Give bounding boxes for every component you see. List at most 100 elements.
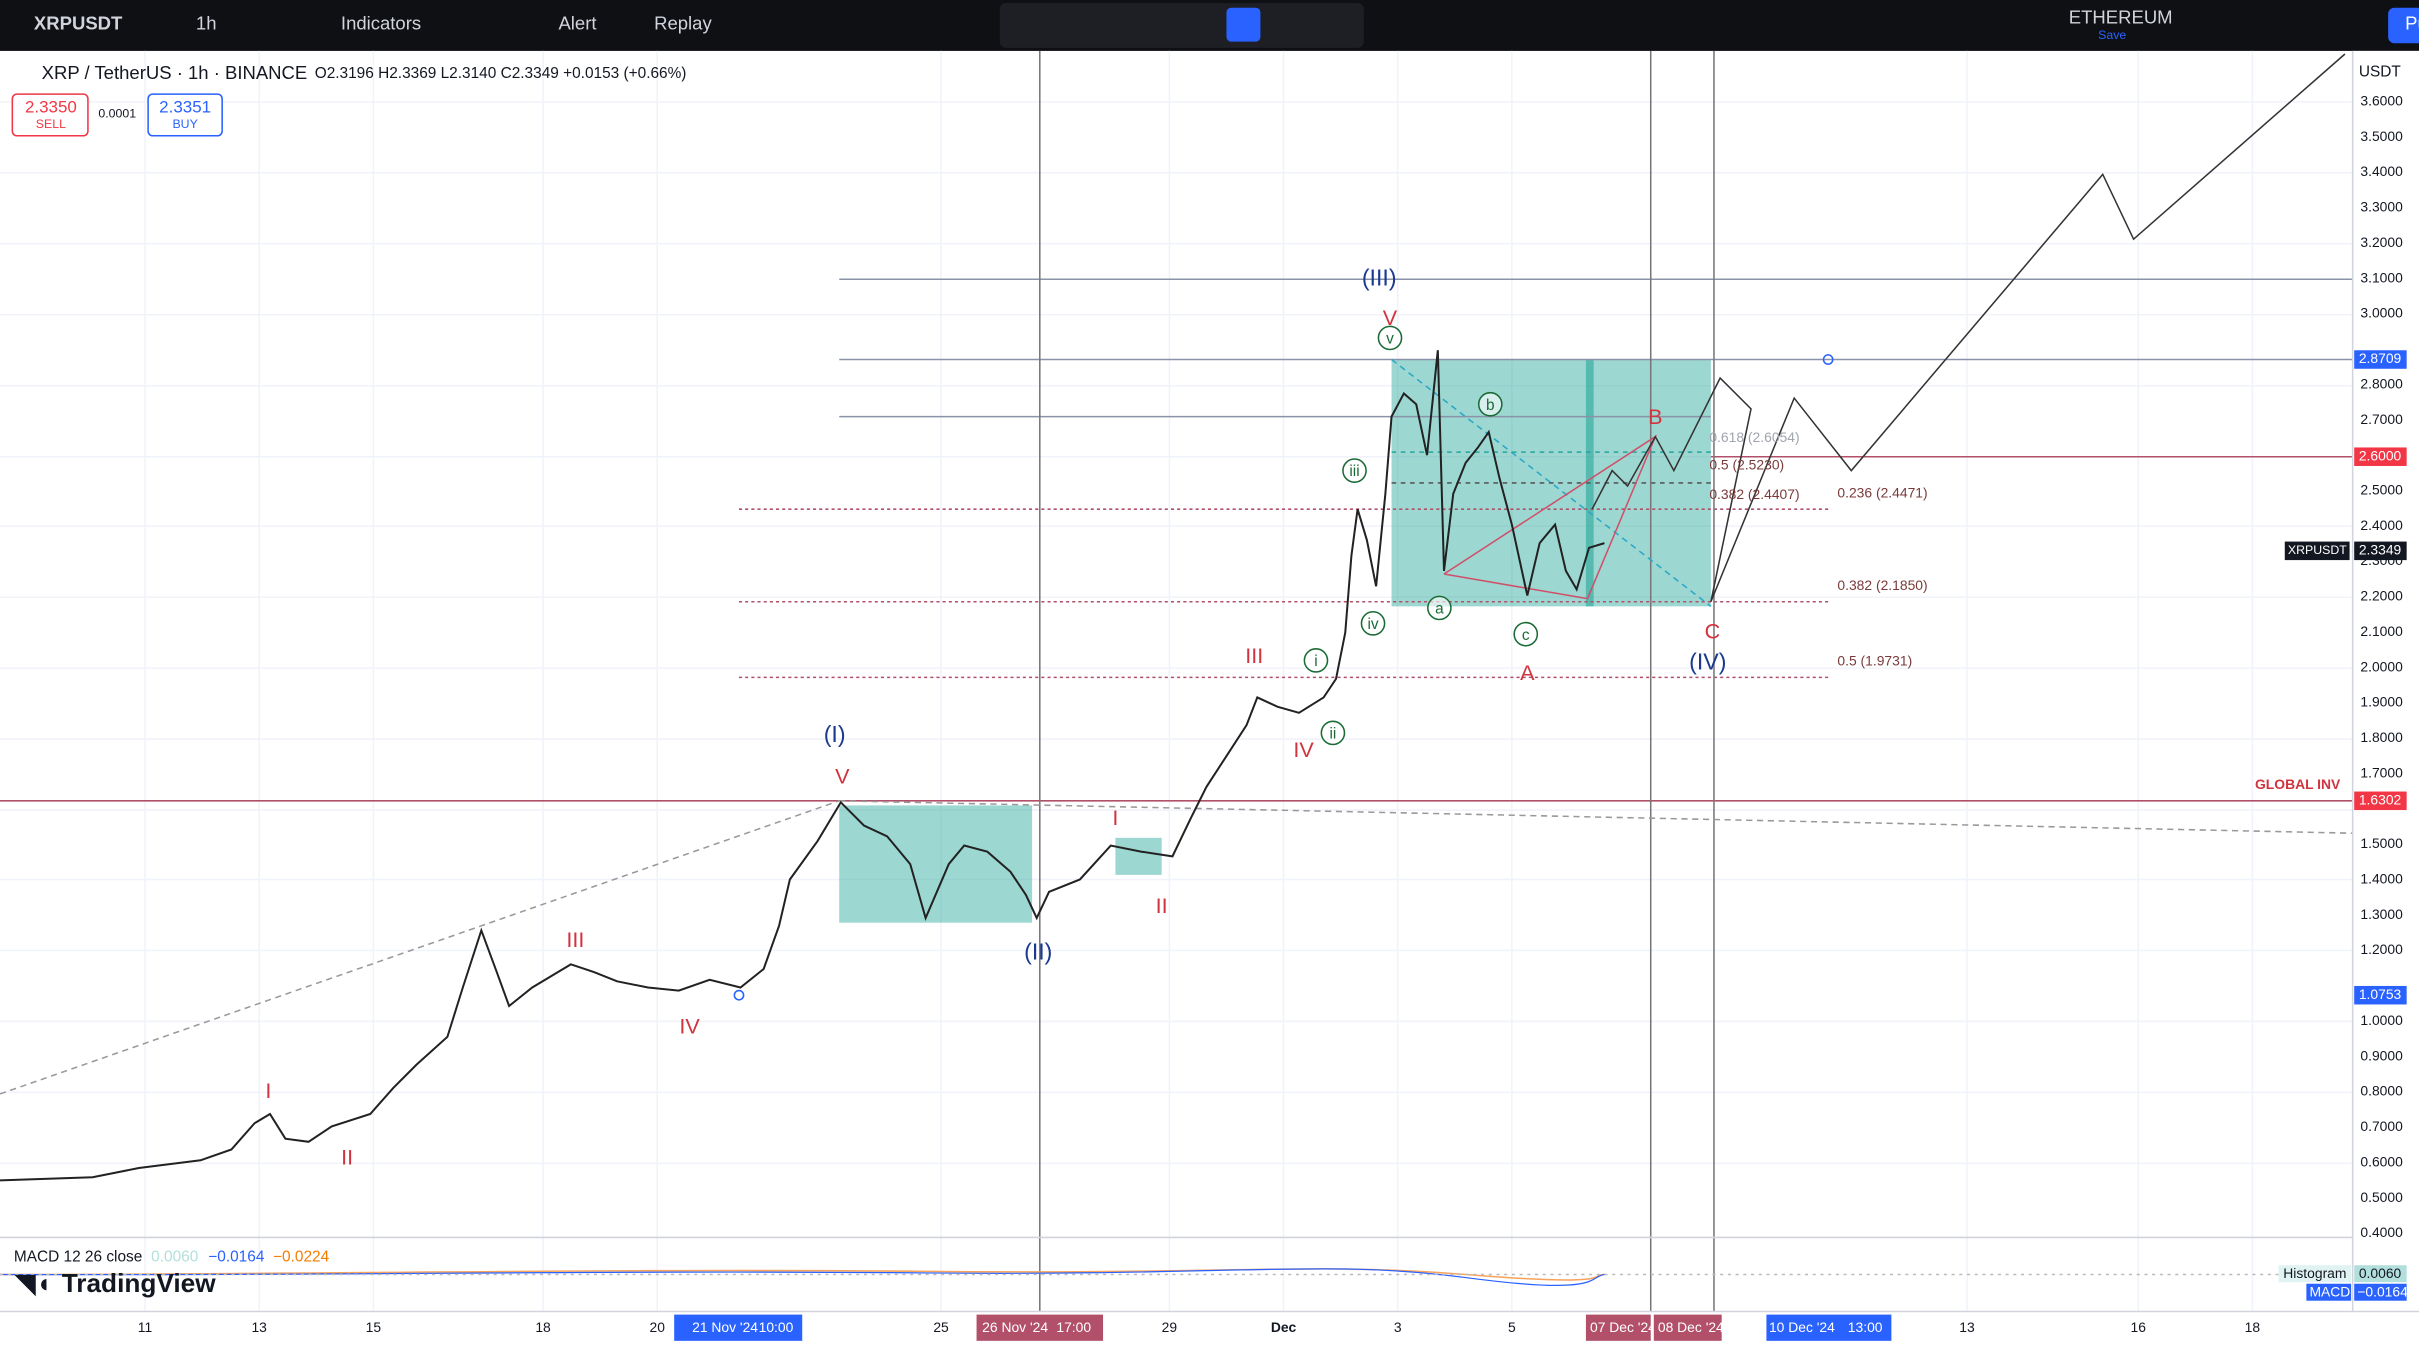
wave-circle xyxy=(1303,648,1329,673)
symbol-title: XRP / TetherUS · 1h · BINANCE xyxy=(42,62,308,83)
ohlc-values: O2.3196 H2.3369 L2.3140 C2.3349 +0.0153 … xyxy=(315,65,687,82)
price-tick-label: 2.5000 xyxy=(2360,482,2403,498)
time-tick-label: 18 xyxy=(2245,1319,2261,1335)
fib-label: 0.236 (2.4471) xyxy=(1837,484,1927,500)
price-tick-label: 0.4000 xyxy=(2360,1224,2403,1240)
layout-name[interactable]: ETHEREUM xyxy=(2069,6,2173,27)
sell-button[interactable] xyxy=(11,93,89,137)
price-tick-label: 1.3000 xyxy=(2360,906,2403,922)
wave-label: A xyxy=(1520,660,1535,685)
time-badge xyxy=(1653,1314,1722,1341)
macd-signal-value: −0.0224 xyxy=(273,1249,330,1266)
histogram-badge-value: 0.0060 xyxy=(2359,1265,2402,1281)
alert-button[interactable]: Alert xyxy=(558,13,596,34)
price-tick-label: 0.8000 xyxy=(2360,1083,2403,1099)
price-axis-unit: USDT xyxy=(2359,64,2402,81)
price-badge-label: 1.0753 xyxy=(2359,986,2402,1002)
symbol-badge xyxy=(2284,541,2350,561)
price-tick-label: 1.5000 xyxy=(2360,835,2403,851)
price-tick-label: 0.9000 xyxy=(2360,1047,2403,1063)
time-tick-label: 25 xyxy=(933,1319,949,1335)
time-tick-label: 3 xyxy=(1394,1319,1402,1335)
grid xyxy=(0,50,2353,1312)
publish-label[interactable]: Pu xyxy=(2405,13,2419,34)
symbol-search[interactable]: XRPUSDT xyxy=(34,13,123,34)
interval-button[interactable]: 1h xyxy=(196,13,217,34)
time-badge xyxy=(674,1314,803,1341)
time-tick-label: 20 xyxy=(649,1319,665,1335)
value-badge xyxy=(2354,1265,2407,1283)
wave-label: V xyxy=(1383,305,1398,330)
wave-label: I xyxy=(1112,805,1118,830)
wave-label: a xyxy=(1435,601,1444,618)
wave-label: II xyxy=(341,1144,353,1169)
wave-label: C xyxy=(1705,618,1721,643)
layout-state: Save xyxy=(2098,28,2126,42)
wave-label: (I) xyxy=(824,721,846,747)
macd-badge-value: −0.0164 xyxy=(2357,1284,2408,1300)
wave-label: ii xyxy=(1329,726,1336,743)
macd-signal xyxy=(0,1268,1605,1281)
fib-label: 0.382 (2.1850) xyxy=(1837,577,1927,593)
macd-title: MACD 12 26 close xyxy=(14,1249,142,1266)
price-tick-label: 2.4000 xyxy=(2360,517,2403,533)
time-tick-label: 11 xyxy=(138,1319,153,1335)
wave-circle xyxy=(1427,595,1452,621)
fib-label: 0.5 (1.9731) xyxy=(1837,653,1912,669)
time-tick-label: 21 Nov '24 xyxy=(692,1319,758,1335)
sell-price[interactable]: 2.3350 xyxy=(25,97,77,116)
price-badge xyxy=(2354,985,2407,1005)
wave-label: c xyxy=(1522,627,1530,644)
wave-circle xyxy=(1360,611,1386,636)
lock-button[interactable] xyxy=(1226,7,1261,42)
wave-label: (IV) xyxy=(1689,649,1726,675)
buy-price[interactable]: 2.3351 xyxy=(159,97,211,116)
price-tick-label: 0.7000 xyxy=(2360,1118,2403,1134)
price-tick-label: 0.5000 xyxy=(2360,1189,2403,1205)
price-tick-label: 1.0000 xyxy=(2360,1012,2403,1028)
price-tick-label: 1.4000 xyxy=(2360,871,2403,887)
price-tick-label: 3.4000 xyxy=(2360,163,2403,179)
wave-label: III xyxy=(1245,643,1263,668)
wave-circle xyxy=(1320,720,1346,746)
price-badge-label: 2.8709 xyxy=(2359,350,2402,366)
wave-label: v xyxy=(1386,331,1394,348)
time-tick-label: 17:00 xyxy=(1056,1319,1091,1335)
fib-label: 0.618 (2.6054) xyxy=(1709,429,1799,445)
macd-badge xyxy=(2306,1283,2352,1301)
time-tick-label: 16 xyxy=(2131,1319,2147,1335)
time-badge xyxy=(1766,1314,1892,1341)
replay-button[interactable]: Replay xyxy=(654,13,712,34)
sell-label[interactable]: SELL xyxy=(36,117,66,131)
price-tick-label: 3.3000 xyxy=(2360,199,2403,215)
price-tick-label: 3.1000 xyxy=(2360,269,2403,285)
price-tick-label: 1.2000 xyxy=(2360,941,2403,957)
wave-label: II xyxy=(1156,893,1168,918)
price-tick-label: 2.8000 xyxy=(2360,375,2403,391)
buy-label[interactable]: BUY xyxy=(172,117,197,131)
global-inv-label: GLOBAL INV xyxy=(2255,776,2341,792)
wave-circle xyxy=(1377,325,1403,351)
time-tick-label: 15 xyxy=(366,1319,382,1335)
time-badge xyxy=(976,1314,1104,1341)
price-tick-label: 3.0000 xyxy=(2360,305,2403,321)
price-badge xyxy=(2354,541,2407,561)
wave-label: IV xyxy=(679,1013,700,1038)
price-tick-label: 1.9000 xyxy=(2360,694,2403,710)
wave-circle xyxy=(1477,391,1503,417)
time-tick-label: 29 xyxy=(1162,1319,1178,1335)
drawing-toolbar xyxy=(999,3,1364,48)
buy-button[interactable] xyxy=(147,93,223,137)
time-tick-label: 07 Dec '24 xyxy=(1590,1319,1656,1335)
price-tick-label: 1.7000 xyxy=(2360,764,2403,780)
fib-label: 0.382 (2.4407) xyxy=(1709,486,1799,502)
wave-label: V xyxy=(835,763,850,788)
price-tick-label: 3.6000 xyxy=(2360,93,2403,109)
fib-label: 0.5 (2.5230) xyxy=(1709,457,1784,473)
indicators-button[interactable]: Indicators xyxy=(341,13,421,34)
publish-button[interactable] xyxy=(2388,7,2419,44)
price-tick-label: 3.2000 xyxy=(2360,234,2403,250)
wave-label: (III) xyxy=(1362,264,1397,290)
